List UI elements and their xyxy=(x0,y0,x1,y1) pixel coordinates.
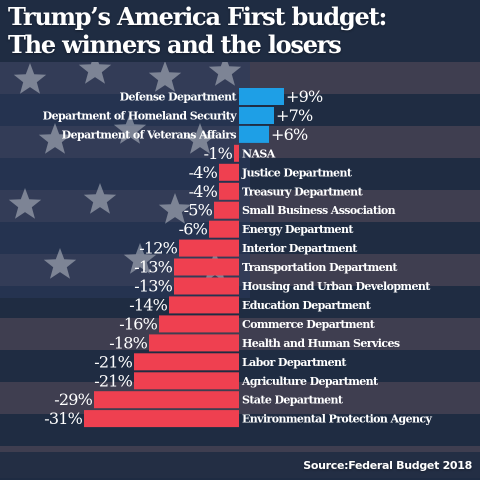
flag-star xyxy=(208,55,242,86)
value-label: -16% xyxy=(119,314,157,333)
bar xyxy=(169,296,239,314)
bar xyxy=(214,201,239,219)
category-label: Agriculture Department xyxy=(241,375,379,388)
bar xyxy=(149,334,239,352)
flag-star xyxy=(183,123,217,154)
flag-star xyxy=(13,63,47,94)
flag-stripe xyxy=(0,318,480,350)
value-label: -6% xyxy=(179,220,208,239)
bar xyxy=(239,125,269,143)
category-label: Environmental Protection Agency xyxy=(242,413,432,426)
bar xyxy=(239,107,274,124)
flag-star xyxy=(78,53,112,84)
bar xyxy=(234,144,239,162)
bar xyxy=(174,258,239,276)
category-label: Labor Department xyxy=(242,356,347,369)
category-label: Education Department xyxy=(242,299,372,312)
footer-band xyxy=(0,452,480,480)
value-label: -4% xyxy=(189,182,218,201)
source-note: Source:Federal Budget 2018 xyxy=(303,459,472,472)
flag-star xyxy=(158,193,192,224)
flag-canton xyxy=(0,58,250,298)
category-label: Treasury Department xyxy=(242,185,364,198)
bar xyxy=(84,410,239,428)
flag-star xyxy=(43,248,77,279)
value-label: +7% xyxy=(276,106,313,125)
category-label: Department of Homeland Security xyxy=(43,110,238,123)
flag-stripe xyxy=(0,382,480,414)
category-label: Housing and Urban Development xyxy=(242,280,431,293)
bar xyxy=(239,88,284,105)
category-label: Energy Department xyxy=(242,223,354,236)
value-label: -13% xyxy=(134,277,172,296)
value-label: -5% xyxy=(184,201,213,220)
value-label: -13% xyxy=(134,258,172,277)
bar xyxy=(174,277,239,295)
value-label: -29% xyxy=(54,390,92,409)
flag-star xyxy=(148,61,182,92)
bar xyxy=(94,391,239,409)
category-label: NASA xyxy=(242,147,276,160)
page-title: Trump’s America First budget: The winner… xyxy=(8,3,478,59)
flag-star xyxy=(113,113,147,144)
value-label: -12% xyxy=(139,239,177,258)
value-label: -4% xyxy=(189,163,218,182)
flag-star xyxy=(83,183,117,214)
value-label: +6% xyxy=(271,125,308,144)
category-label: Department of Veterans Affairs xyxy=(62,128,237,141)
category-label: Defense Department xyxy=(120,91,238,104)
bar xyxy=(159,315,239,333)
value-label: -21% xyxy=(94,371,132,390)
bar xyxy=(219,182,239,200)
flag-star xyxy=(8,188,42,219)
flag-star xyxy=(123,243,157,274)
category-label: Small Business Association xyxy=(242,204,396,217)
bar xyxy=(219,163,239,181)
bar xyxy=(134,353,239,371)
value-label: -14% xyxy=(129,295,167,314)
value-label: -31% xyxy=(44,409,82,428)
category-label: Health and Human Services xyxy=(242,337,400,350)
category-label: State Department xyxy=(242,394,344,407)
value-label: +9% xyxy=(286,87,323,106)
category-label: Commerce Department xyxy=(242,318,376,331)
header-band xyxy=(0,0,480,62)
flag-star xyxy=(38,123,72,154)
category-label: Justice Department xyxy=(241,166,353,179)
value-label: -18% xyxy=(109,333,147,352)
bar xyxy=(134,372,239,390)
category-label: Transportation Department xyxy=(242,261,398,274)
bar xyxy=(179,239,239,257)
category-label: Interior Department xyxy=(242,242,358,255)
title-line-1: Trump’s America First budget: xyxy=(8,2,387,31)
title-line-2: The winners and the losers xyxy=(8,30,342,59)
bar xyxy=(209,220,239,238)
value-label: -1% xyxy=(204,144,233,163)
value-label: -21% xyxy=(94,352,132,371)
bars-group: +9% Defense Department +7% Department of Ho… xyxy=(43,87,433,428)
